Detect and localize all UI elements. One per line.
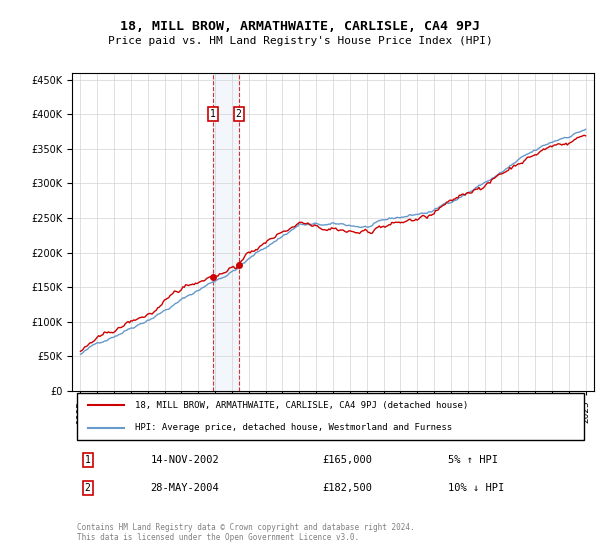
Text: 18, MILL BROW, ARMATHWAITE, CARLISLE, CA4 9PJ: 18, MILL BROW, ARMATHWAITE, CARLISLE, CA… — [120, 20, 480, 32]
Text: Price paid vs. HM Land Registry's House Price Index (HPI): Price paid vs. HM Land Registry's House … — [107, 36, 493, 46]
Bar — [213, 73, 239, 391]
Text: HPI: Average price, detached house, Westmorland and Furness: HPI: Average price, detached house, West… — [134, 423, 452, 432]
Text: 2: 2 — [236, 109, 242, 119]
Text: 28-MAY-2004: 28-MAY-2004 — [151, 483, 219, 493]
Text: 1: 1 — [210, 109, 216, 119]
Text: £182,500: £182,500 — [323, 483, 373, 493]
Text: 10% ↓ HPI: 10% ↓ HPI — [448, 483, 504, 493]
Text: Contains HM Land Registry data © Crown copyright and database right 2024.
This d: Contains HM Land Registry data © Crown c… — [77, 523, 415, 542]
Text: 18, MILL BROW, ARMATHWAITE, CARLISLE, CA4 9PJ (detached house): 18, MILL BROW, ARMATHWAITE, CARLISLE, CA… — [134, 400, 468, 410]
Text: 2: 2 — [85, 483, 91, 493]
FancyBboxPatch shape — [77, 393, 584, 440]
Text: 5% ↑ HPI: 5% ↑ HPI — [448, 455, 498, 465]
Text: 14-NOV-2002: 14-NOV-2002 — [151, 455, 219, 465]
Text: £165,000: £165,000 — [323, 455, 373, 465]
Text: 1: 1 — [85, 455, 91, 465]
